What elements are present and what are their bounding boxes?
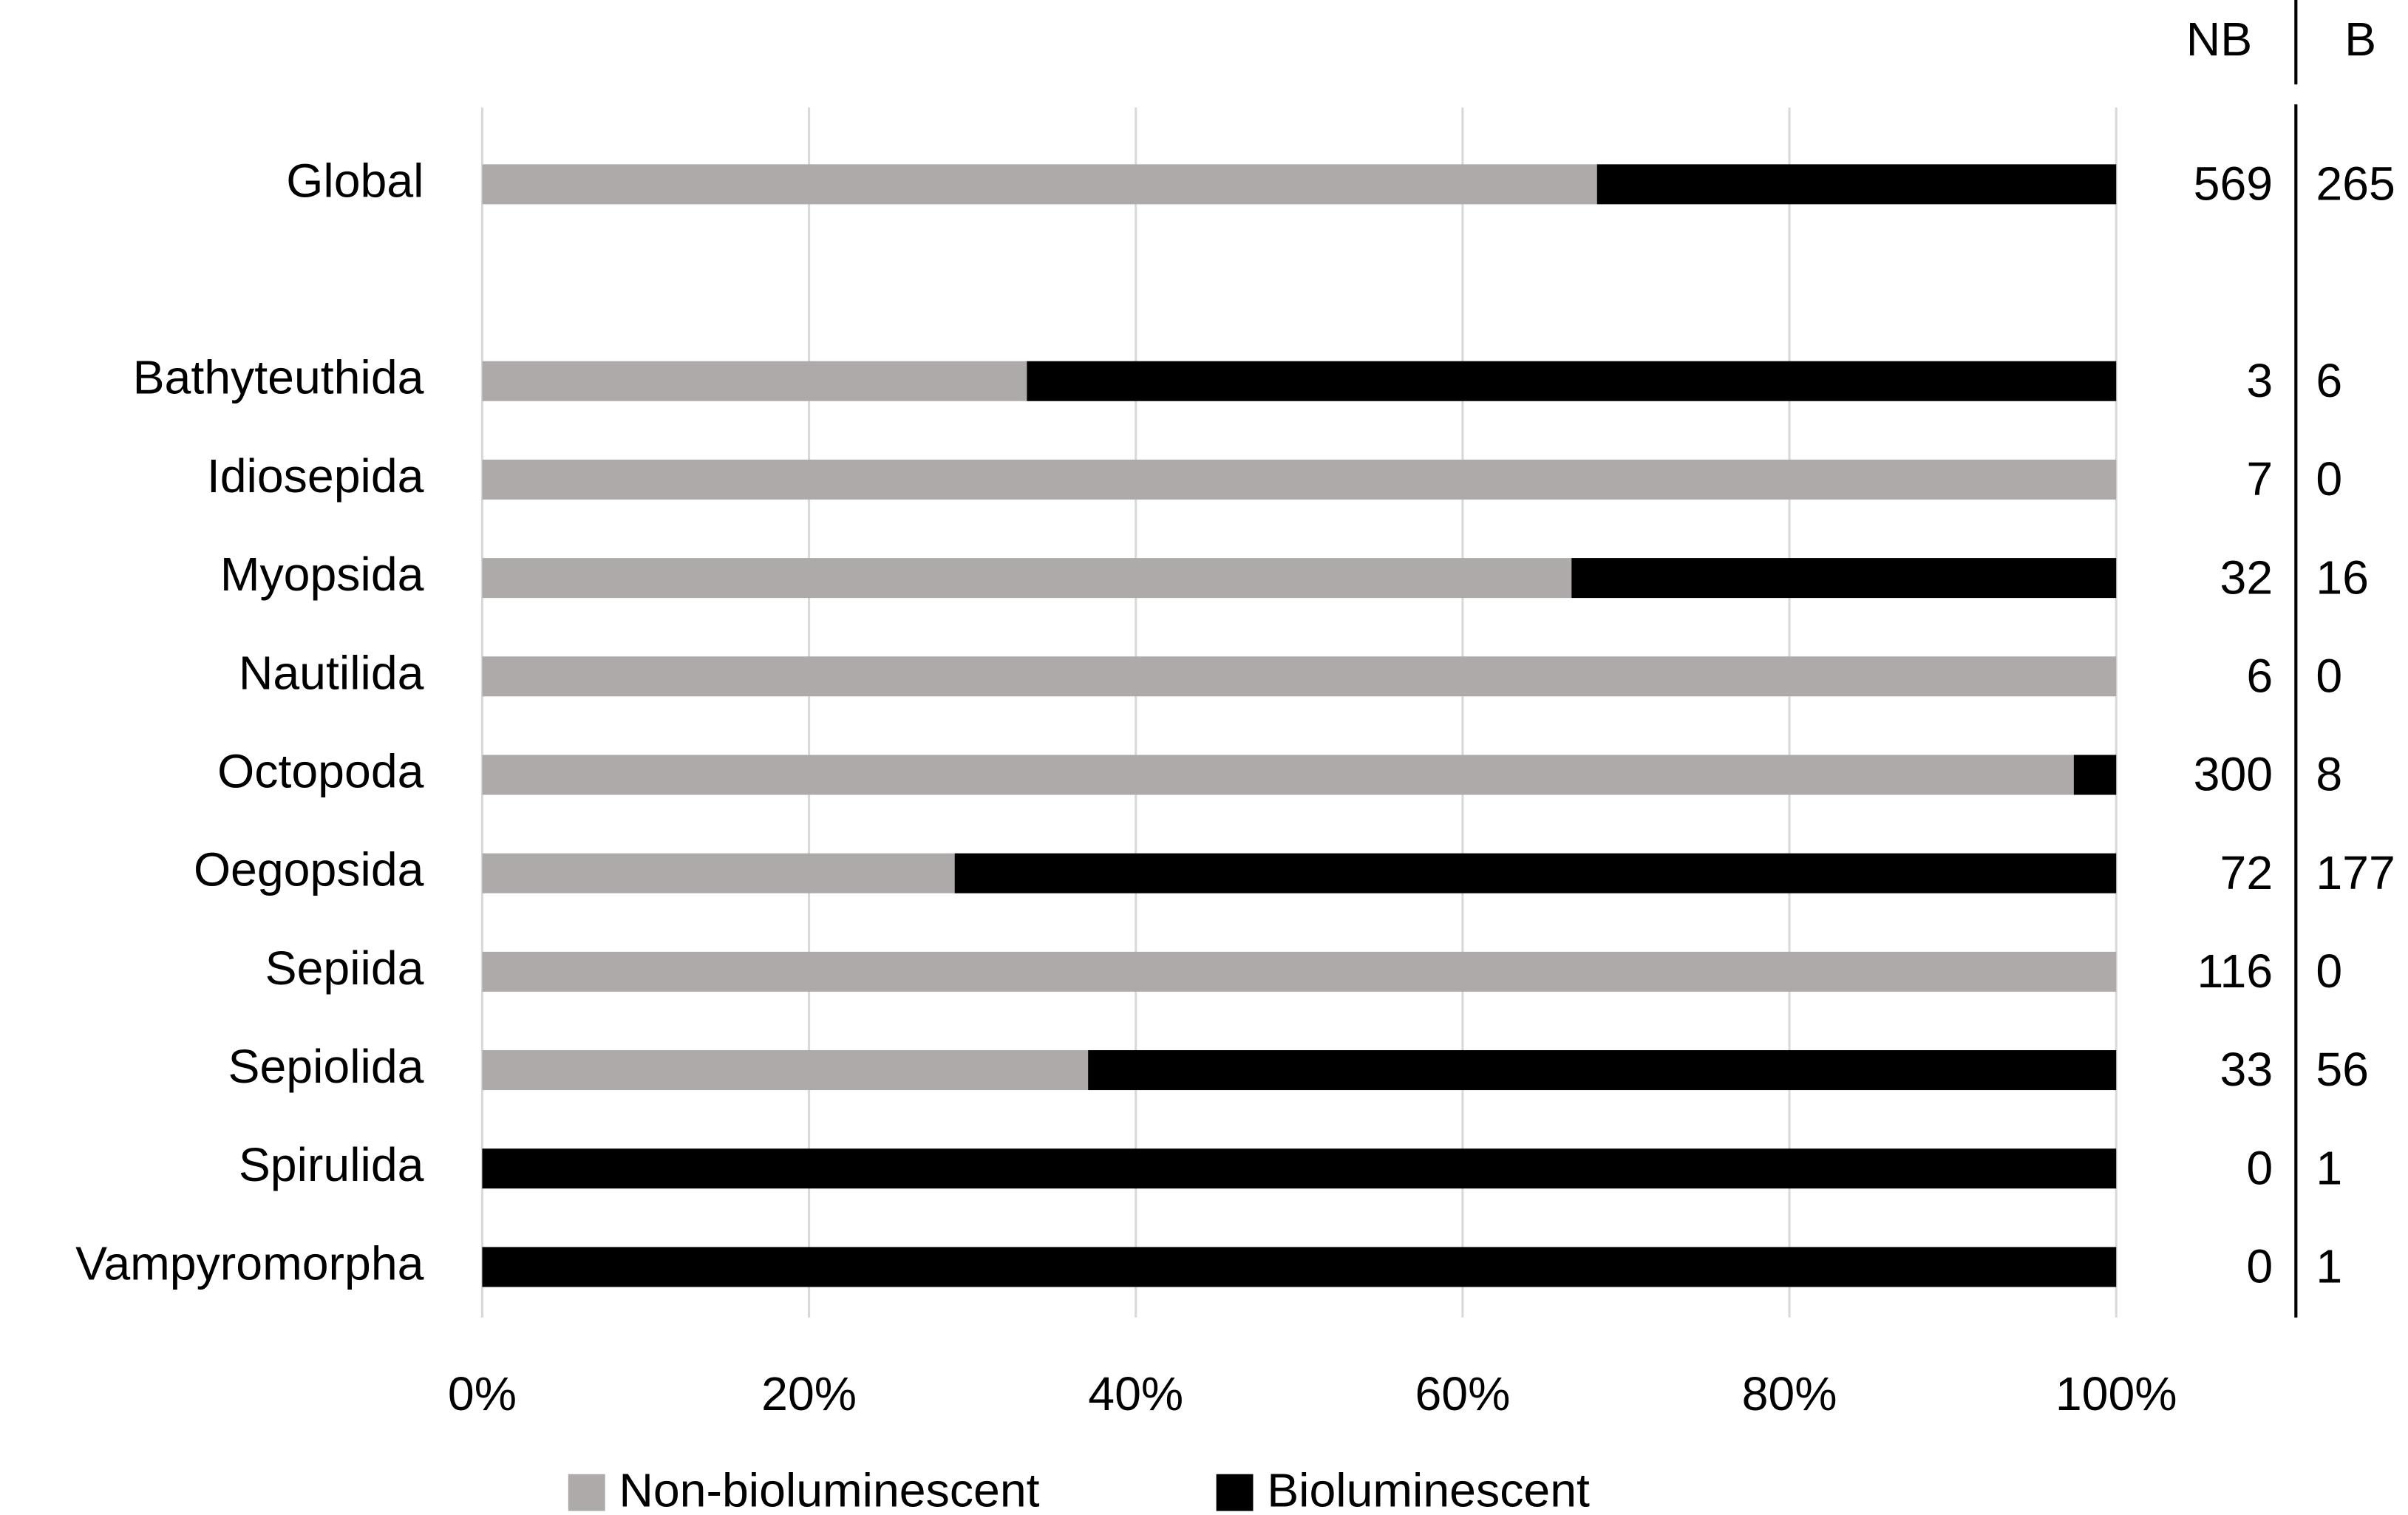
count-label: 56 xyxy=(2316,1043,2369,1096)
bar-segment xyxy=(482,164,1597,205)
y-tick-label: Sepiolida xyxy=(228,1040,424,1093)
count-label: 32 xyxy=(2220,551,2273,604)
bar-segment xyxy=(482,1050,1089,1091)
legend-swatch xyxy=(568,1474,605,1511)
count-label: 1 xyxy=(2316,1240,2342,1293)
y-tick-label: Idiosepida xyxy=(207,449,424,503)
count-label: 0 xyxy=(2316,944,2342,998)
bar-segment xyxy=(954,853,2117,893)
count-label: 72 xyxy=(2220,846,2273,899)
y-tick-label: Oegopsida xyxy=(194,843,424,896)
count-label: 265 xyxy=(2316,157,2395,211)
count-label: 177 xyxy=(2316,846,2395,899)
bar-segment xyxy=(1027,361,2117,401)
bar-segment xyxy=(1596,164,2117,205)
count-label: 6 xyxy=(2316,354,2342,407)
y-tick-label: Myopsida xyxy=(220,548,424,601)
count-label: 33 xyxy=(2220,1043,2273,1096)
count-label: 116 xyxy=(2197,944,2273,998)
count-header: B xyxy=(2344,13,2376,66)
count-label: 0 xyxy=(2246,1240,2273,1293)
bar-segment xyxy=(482,1148,2117,1189)
count-label: 16 xyxy=(2316,551,2369,604)
bar-segment xyxy=(482,361,1027,401)
bar-segment xyxy=(482,951,2117,992)
y-tick-label: Nautilida xyxy=(239,646,424,699)
x-tick-label: 0% xyxy=(448,1367,517,1420)
y-tick-label: Global xyxy=(286,154,424,207)
y-tick-label: Bathyteuthida xyxy=(133,351,424,404)
y-tick-label: Spirulida xyxy=(239,1138,424,1191)
x-tick-label: 80% xyxy=(1742,1367,1837,1420)
count-label: 3 xyxy=(2246,354,2273,407)
y-tick-label: Sepiida xyxy=(265,942,424,995)
x-tick-label: 20% xyxy=(761,1367,857,1420)
x-tick-label: 100% xyxy=(2055,1367,2177,1420)
count-label: 7 xyxy=(2246,452,2273,505)
legend-label: Non-bioluminescent xyxy=(619,1464,1039,1515)
bar-segment xyxy=(482,459,2117,500)
bar-segment xyxy=(482,656,2117,697)
count-label: 6 xyxy=(2246,649,2273,702)
bar-segment xyxy=(482,558,1572,599)
count-label: 1 xyxy=(2316,1141,2342,1194)
count-header: NB xyxy=(2186,13,2252,66)
count-label: 0 xyxy=(2316,649,2342,702)
count-label: 569 xyxy=(2194,157,2273,211)
count-label: 300 xyxy=(2194,748,2273,801)
count-label: 8 xyxy=(2316,748,2342,801)
x-tick-label: 60% xyxy=(1415,1367,1510,1420)
bar-segment xyxy=(482,1247,2117,1287)
bar-segment xyxy=(1571,558,2117,599)
bar-segment xyxy=(482,853,955,893)
y-tick-label: Vampyromorpha xyxy=(75,1236,424,1290)
bar-segment xyxy=(482,755,2074,795)
y-tick-label: Octopoda xyxy=(217,744,424,797)
count-label: 0 xyxy=(2246,1141,2273,1194)
legend-swatch xyxy=(1216,1474,1254,1511)
legend-label: Bioluminescent xyxy=(1267,1464,1590,1515)
bar-segment xyxy=(2073,755,2117,795)
count-label: 0 xyxy=(2316,452,2342,505)
x-tick-label: 40% xyxy=(1088,1367,1183,1420)
bar-segment xyxy=(1088,1050,2117,1091)
